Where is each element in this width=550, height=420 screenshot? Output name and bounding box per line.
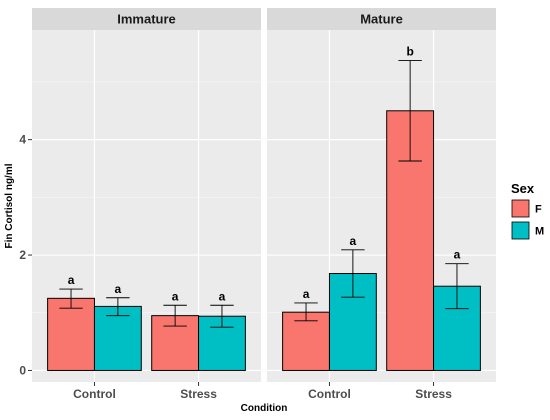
facet-strip-mature [267, 8, 496, 30]
facet-label-immature: Immature [117, 12, 176, 27]
y-axis-title: Fin Cortisol ng/ml [4, 163, 15, 248]
x-axis-title: Condition [241, 403, 288, 414]
x-tick-label-control: Control [308, 387, 351, 401]
bar-immature-control-m [93, 305, 142, 371]
y-tick-label-2: 2 [19, 248, 26, 262]
legend-key-m [511, 221, 530, 240]
facet-strip-immature [32, 8, 261, 30]
significance-label-mature-control-f: a [303, 287, 310, 301]
legend-key-f [511, 199, 530, 218]
x-tick-label-stress: Stress [180, 387, 217, 401]
significance-label-immature-stress-f: a [172, 289, 179, 303]
significance-label-immature-stress-m: a [219, 289, 226, 303]
legend-label-m: M [535, 226, 544, 238]
significance-label-mature-stress-m: a [454, 248, 461, 262]
x-tick-label-control: Control [73, 387, 116, 401]
significance-label-mature-control-m: a [350, 234, 357, 248]
significance-label-immature-control-f: a [68, 273, 75, 287]
facet-label-mature: Mature [360, 12, 403, 27]
y-tick-label-0: 0 [19, 363, 26, 377]
bar-immature-control-f [47, 297, 95, 371]
significance-label-immature-control-m: a [115, 282, 122, 296]
legend-title: Sex [511, 181, 535, 196]
x-tick-label-stress: Stress [415, 387, 452, 401]
significance-label-mature-stress-f: b [406, 45, 413, 59]
y-tick-label-4: 4 [19, 133, 26, 147]
legend-label-f: F [535, 204, 542, 216]
